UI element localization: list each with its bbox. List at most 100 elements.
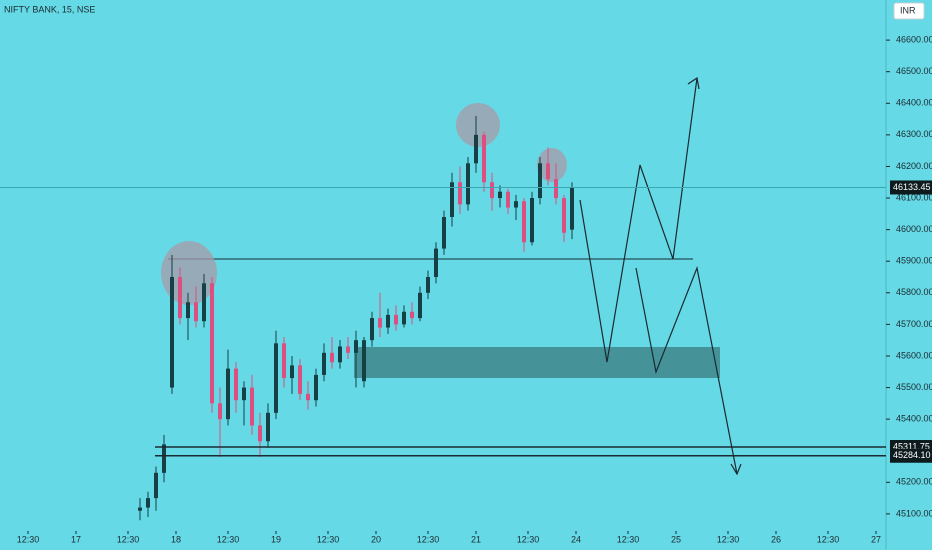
head-marker (537, 148, 567, 182)
candle-body (162, 444, 166, 473)
drawings (161, 76, 742, 476)
candle-body (554, 179, 558, 199)
y-tick-label: 46500.00 (896, 66, 932, 76)
candle-body (370, 318, 374, 341)
price-label: 45311.75 (893, 441, 930, 451)
candle-body (346, 346, 350, 353)
candle-body (410, 311, 414, 319)
candle-body (482, 134, 486, 183)
candle-body (250, 387, 254, 426)
candle-body (298, 365, 302, 394)
y-tick-label: 46600.00 (896, 34, 932, 44)
candle-body (418, 292, 422, 319)
candle-body (522, 201, 526, 243)
y-tick-label: 46000.00 (896, 224, 932, 234)
x-tick-label: 26 (771, 534, 781, 544)
candle-body (154, 472, 158, 499)
x-tick-label: 12:30 (617, 534, 640, 544)
candle-body (362, 340, 366, 382)
x-tick-label: 18 (171, 534, 181, 544)
projection-path (579, 77, 698, 363)
x-tick-label: 12:30 (317, 534, 340, 544)
candle-body (434, 248, 438, 278)
candle-body (570, 187, 574, 230)
candle-body (146, 498, 150, 508)
x-tick-label: 25 (671, 534, 681, 544)
x-tick-label: 20 (371, 534, 381, 544)
y-tick-label: 45700.00 (896, 319, 932, 329)
currency-box[interactable] (893, 2, 925, 20)
candle-body (402, 311, 406, 325)
candle-body (338, 346, 342, 363)
candle-body (186, 302, 190, 319)
x-tick-label: 12:30 (117, 534, 140, 544)
candle-body (386, 314, 390, 328)
candle-body (282, 343, 286, 379)
x-tick-label: 12:30 (517, 534, 540, 544)
y-tick-label: 45800.00 (896, 287, 932, 297)
candle-body (466, 163, 470, 205)
candle-body (538, 163, 542, 199)
candle-body (394, 314, 398, 325)
x-tick-label: 12:30 (717, 534, 740, 544)
candle-body (266, 412, 270, 442)
y-tick-label: 46100.00 (896, 192, 932, 202)
x-tick-label: 12:30 (417, 534, 440, 544)
head-marker (161, 241, 217, 305)
y-tick-label: 45100.00 (896, 508, 932, 518)
y-tick-label: 46400.00 (896, 98, 932, 108)
head-marker (456, 103, 500, 147)
candle-body (274, 343, 278, 413)
price-label: 46133.45 (893, 182, 931, 192)
candle-body (354, 340, 358, 353)
x-tick-label: 27 (871, 534, 881, 544)
candle-body (314, 374, 318, 401)
y-tick-label: 45900.00 (896, 256, 932, 266)
y-tick-label: 46200.00 (896, 161, 932, 171)
currency[interactable]: INR (900, 5, 916, 15)
candle-body (194, 302, 198, 322)
chart-title: NIFTY BANK, 15, NSE (4, 4, 95, 14)
y-tick-label: 45600.00 (896, 350, 932, 360)
candle-body (178, 277, 182, 319)
candle-body (498, 191, 502, 199)
candle-body (210, 283, 214, 404)
candle-body (506, 191, 510, 208)
y-tick-label: 45500.00 (896, 382, 932, 392)
projection-path (635, 265, 738, 475)
candle-body (234, 368, 238, 401)
candle-body (218, 403, 222, 420)
candle-body (426, 277, 430, 293)
candle-body (306, 393, 310, 401)
candle-body (378, 318, 382, 328)
x-tick-label: 17 (71, 534, 81, 544)
x-tick-label: 21 (471, 534, 481, 544)
candle-body (474, 134, 478, 164)
arrow-head (687, 76, 700, 90)
candle-body (562, 198, 566, 233)
zone-box (354, 347, 720, 378)
candle-body (170, 277, 174, 388)
candle-body (202, 283, 206, 322)
candle-body (242, 387, 246, 401)
candle-body (490, 182, 494, 199)
y-tick-label: 46300.00 (896, 129, 932, 139)
candle-body (258, 425, 262, 442)
candle-body (322, 352, 326, 375)
x-tick-label: 12:30 (217, 534, 240, 544)
arrow-head (730, 463, 742, 476)
price-label-box (890, 448, 932, 463)
price-label-box (890, 180, 932, 195)
candle-body (450, 182, 454, 217)
y-tick-label: 45400.00 (896, 414, 932, 424)
candle-body (546, 163, 550, 180)
candle-body (458, 182, 462, 205)
candle-body (442, 216, 446, 249)
candle-body (330, 352, 334, 363)
candle-body (138, 507, 142, 511)
y-tick-label: 45200.00 (896, 477, 932, 487)
candle-body (514, 201, 518, 208)
x-tick-label: 12:30 (817, 534, 840, 544)
